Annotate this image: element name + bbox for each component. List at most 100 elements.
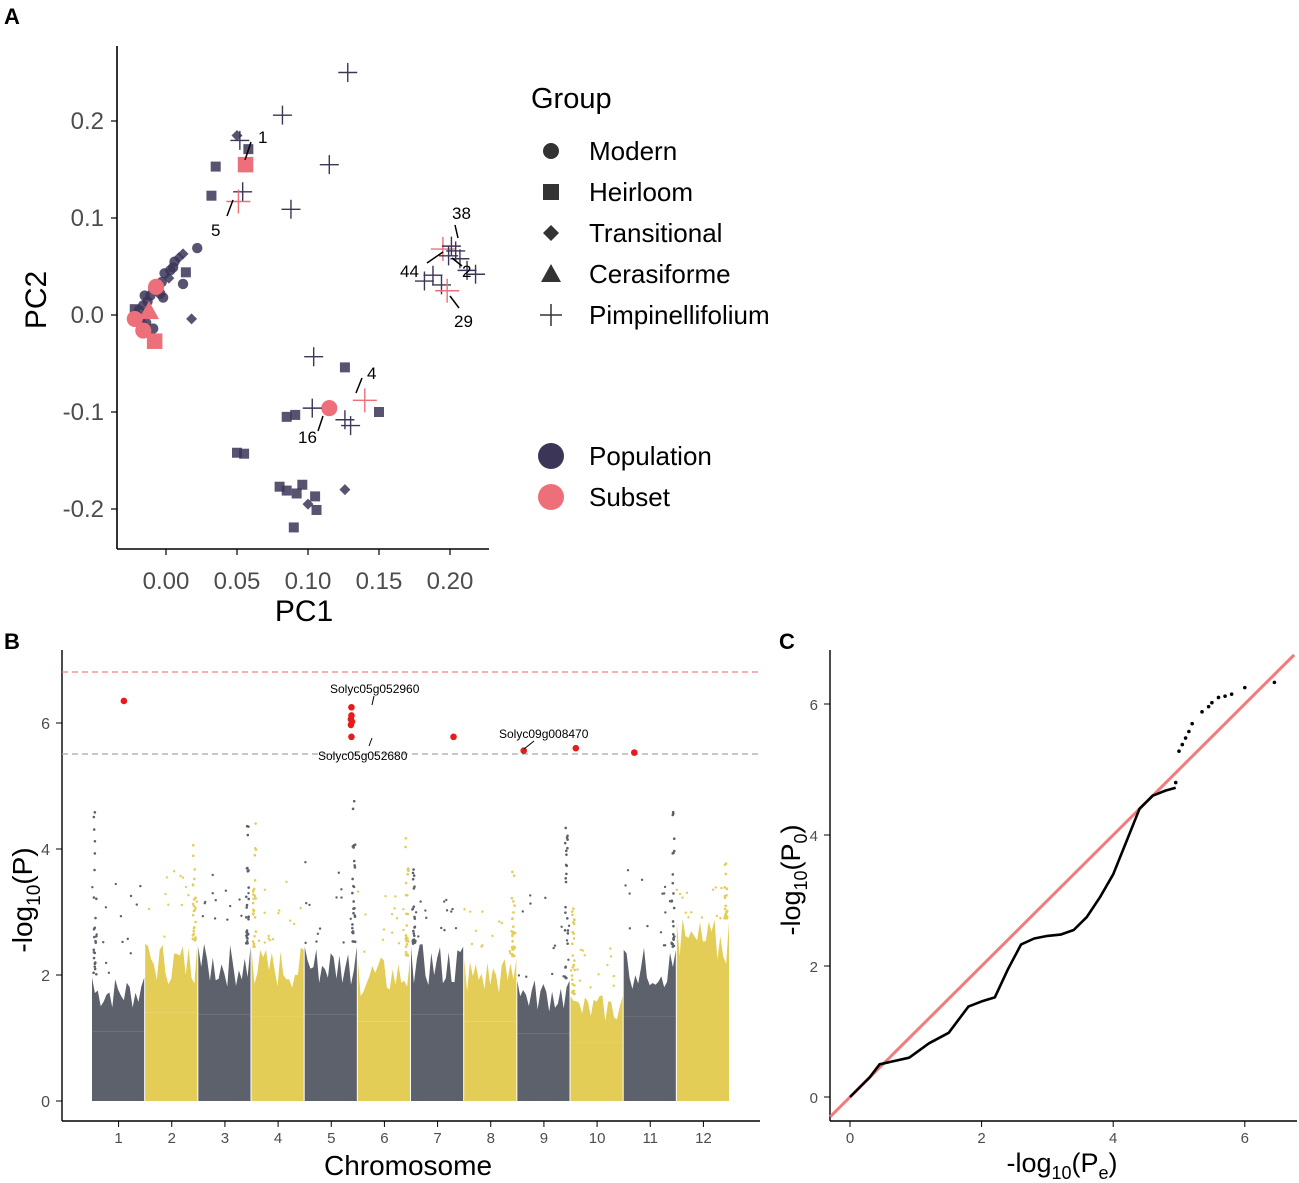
- manhattan-point: [511, 948, 514, 951]
- pca-annotation: 5: [211, 221, 220, 240]
- manhattan-point: [352, 844, 356, 847]
- manhattan-point: [93, 868, 96, 872]
- chromosome-tick-label: 11: [642, 1130, 658, 1147]
- manhattan-point: [529, 894, 532, 897]
- manhattan-point: [102, 940, 105, 944]
- pca-point-diamond: [302, 498, 314, 510]
- manhattan-point: [335, 896, 338, 899]
- manhattan-point: [393, 907, 396, 910]
- manhattan-point: [404, 881, 408, 885]
- manhattan-point: [390, 931, 394, 934]
- qq-point: [1272, 680, 1277, 685]
- manhattan-point: [247, 897, 251, 901]
- manhattan-point: [565, 872, 568, 876]
- qq-point: [1223, 694, 1227, 698]
- manhattan-point: [364, 913, 367, 916]
- qq-y-tick-label: 0: [810, 1090, 818, 1107]
- manhattan-point: [571, 913, 574, 917]
- manhattan-point: [671, 881, 675, 885]
- manhattan-point: [356, 890, 360, 893]
- manhattan-point: [491, 934, 494, 938]
- manhattan-point: [626, 868, 630, 872]
- pca-point-plus: [302, 398, 322, 418]
- manhattan-point: [624, 884, 627, 887]
- panel-a-x-ticks: 0.00 0.05 0.10 0.15 0.20: [143, 549, 473, 595]
- manhattan-point: [129, 894, 133, 898]
- manhattan-point: [299, 907, 302, 910]
- manhattan-point: [672, 892, 675, 895]
- manhattan-point: [566, 932, 570, 935]
- chromosome-tick-label: 6: [380, 1130, 388, 1147]
- significant-point: [631, 749, 638, 756]
- manhattan-point: [565, 836, 569, 839]
- pca-point-square: [374, 407, 384, 417]
- legend-square-icon: [543, 184, 559, 200]
- manhattan-point: [511, 870, 514, 874]
- panel-a-ytick-label: -0.1: [63, 399, 104, 426]
- manhattan-point: [245, 939, 249, 943]
- pca-point-plus: [446, 241, 466, 261]
- pca-point-circle: [177, 278, 189, 290]
- manhattan-point: [563, 929, 567, 932]
- qq-top-points: [1173, 680, 1277, 785]
- chromosome-band-profile: [517, 980, 570, 1034]
- manhattan-point: [251, 901, 255, 905]
- manhattan-point: [191, 854, 195, 858]
- manhattan-point: [226, 918, 229, 921]
- manhattan-point: [316, 932, 320, 935]
- manhattan-point: [92, 971, 95, 975]
- manhattan-point: [192, 932, 196, 936]
- manhattan-point: [246, 937, 249, 940]
- manhattan-point: [675, 888, 679, 892]
- manhattan-point: [565, 853, 568, 856]
- manhattan-point: [93, 962, 97, 966]
- qq-x-tick-label: 0: [846, 1130, 854, 1147]
- qq-point: [1190, 721, 1194, 726]
- manhattan-point: [251, 890, 255, 893]
- manhattan-point: [247, 886, 250, 889]
- manhattan-point: [725, 910, 728, 914]
- manhattan-point: [724, 904, 727, 908]
- manhattan-point: [263, 941, 267, 944]
- pca-annotation: 1: [258, 128, 267, 147]
- manhattan-point: [564, 905, 567, 909]
- panel-c-label: C: [779, 629, 795, 654]
- manhattan-point: [578, 979, 582, 982]
- manhattan-point: [566, 929, 570, 932]
- pca-point-square: [297, 479, 308, 490]
- manhattan-point: [659, 931, 663, 934]
- qq-x-tick-label: 6: [1241, 1130, 1249, 1147]
- manhattan-point: [404, 893, 408, 897]
- chromosome-band: [145, 1012, 198, 1101]
- qq-y-tick-label: 4: [810, 828, 818, 845]
- manhattan-point: [481, 910, 484, 913]
- manhattan-point: [671, 932, 675, 936]
- manhattan-point: [463, 908, 466, 911]
- pca-point-plus: [272, 105, 292, 125]
- pca-point-square: [180, 267, 191, 278]
- manhattan-point: [93, 951, 97, 955]
- manhattan-point: [405, 924, 409, 927]
- manhattan-point: [340, 888, 343, 891]
- manhattan-point: [571, 954, 575, 957]
- manhattan-point: [612, 974, 616, 978]
- manhattan-point: [570, 978, 574, 981]
- manhattan-point: [405, 912, 408, 916]
- manhattan-point: [92, 956, 96, 960]
- pca-annotation: 16: [298, 428, 317, 447]
- manhattan-point: [500, 921, 504, 925]
- manhattan-point: [268, 938, 272, 942]
- manhattan-point: [725, 893, 728, 897]
- manhattan-point: [95, 972, 98, 976]
- manhattan-point: [191, 844, 195, 847]
- manhattan-point: [92, 935, 96, 939]
- manhattan-point: [672, 924, 675, 928]
- manhattan-point: [163, 935, 166, 938]
- manhattan-point: [498, 920, 501, 923]
- manhattan-point: [254, 930, 258, 933]
- manhattan-point: [671, 942, 675, 946]
- manhattan-point: [244, 895, 248, 899]
- manhattan-point: [570, 974, 574, 977]
- manhattan-point: [412, 874, 416, 877]
- gene-labels: Solyc05g052960 Solyc05g052680 Solyc09g00…: [318, 682, 589, 763]
